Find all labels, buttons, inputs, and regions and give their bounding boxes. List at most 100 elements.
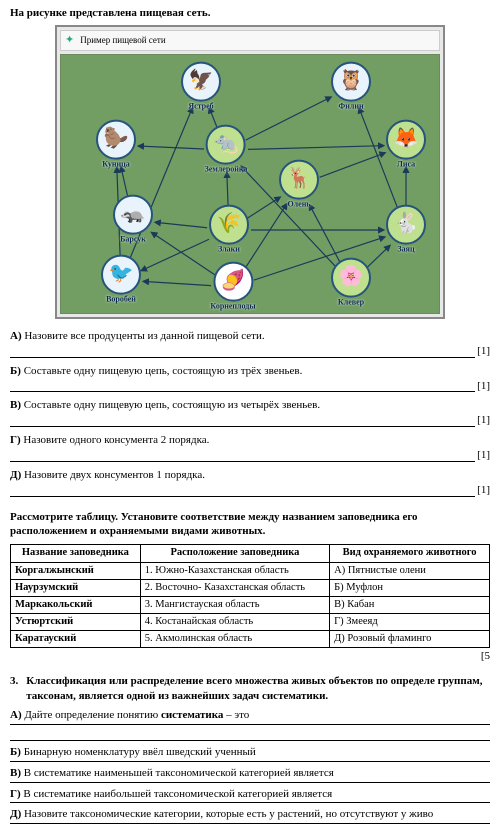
table-cell: 3. Мангистауская область: [140, 596, 329, 613]
q3-lead-text: Классификация или распределение всего мн…: [26, 674, 490, 704]
node-icon: 🦌: [279, 159, 319, 199]
node-label: Заяц: [396, 244, 415, 255]
table-cell: Д) Розовый фламинго: [330, 631, 490, 648]
node-label: Клевер: [337, 297, 365, 308]
table-cell: 2. Восточно- Казахстанская область: [140, 579, 329, 596]
question-text: А) Назовите все продуценты из данной пищ…: [10, 329, 490, 344]
node-icon: 🌾: [209, 204, 249, 244]
question-row: А) Назовите все продуценты из данной пищ…: [10, 329, 490, 358]
table-row: Устюртский4. Костанайская областьГ) Змее…: [11, 614, 490, 631]
node-icon: 🦉: [331, 61, 371, 101]
answer-line: [1]: [10, 380, 490, 392]
foodweb-titlebar: ✦ Пример пищевой сети: [60, 30, 440, 51]
node-icon: 🦡: [113, 194, 153, 234]
question-text: В) Составьте одну пищевую цепь, состоящу…: [10, 398, 490, 413]
foodweb-node-vorobei: 🐦Воробей: [101, 254, 141, 305]
table-row: Каратауский5. Акмолинская областьД) Розо…: [11, 631, 490, 648]
th-animal: Вид охраняемого животного: [330, 545, 490, 562]
th-name: Название заповедника: [11, 545, 141, 562]
question-row: Б) Составьте одну пищевую цепь, состоящу…: [10, 364, 490, 393]
answer-line: [1]: [10, 485, 490, 497]
table-cell: А) Пятнистые олени: [330, 562, 490, 579]
table-cell: Наурзумский: [11, 579, 141, 596]
node-label: Злаки: [217, 244, 241, 255]
q3-number: 3.: [10, 674, 18, 704]
points-label: [1]: [475, 379, 490, 394]
answer-line: [1]: [10, 450, 490, 462]
q3-sub: В) В систематике наименьшей таксономичес…: [10, 766, 490, 783]
question-row: Д) Назовите двух консументов 1 порядка.[…: [10, 468, 490, 497]
node-label: Корнеплоды: [209, 301, 256, 312]
table-header-row: Название заповедника Расположение запове…: [11, 545, 490, 562]
foodweb-node-korneplody: 🍠Корнеплоды: [209, 261, 256, 312]
question-row: В) Составьте одну пищевую цепь, состоящу…: [10, 398, 490, 427]
node-icon: 🦅: [181, 61, 221, 101]
table-cell: Б) Муфлон: [330, 579, 490, 596]
node-label: Куница: [101, 159, 130, 170]
foodweb-canvas: 🦅Ястреб 🦉Филин 🦫Куница 🐀Землеройка 🦊Лиса 🦌Оле…: [60, 54, 440, 314]
node-icon: 🐦: [101, 254, 141, 294]
node-label: Землеройка: [204, 164, 249, 175]
table-cell: Маркакольский: [11, 596, 141, 613]
foodweb-title: Пример пищевой сети: [80, 34, 165, 46]
foodweb-node-zlaki: 🌾Злаки: [209, 204, 249, 255]
foodweb-node-olen: 🦌Олень: [279, 159, 319, 210]
node-icon: 🐇: [386, 204, 426, 244]
table-cell: Коргалжынский: [11, 562, 141, 579]
table-row: Наурзумский2. Восточно- Казахстанская об…: [11, 579, 490, 596]
foodweb-node-klever: 🌸Клевер: [331, 257, 371, 308]
points-label: [1]: [475, 448, 490, 463]
node-label: Барсук: [119, 234, 147, 245]
q3-sub: А) Дайте определение понятию систематика…: [10, 708, 490, 725]
node-icon: 🦊: [386, 119, 426, 159]
foodweb-node-lisa: 🦊Лиса: [386, 119, 426, 170]
node-label: Олень: [286, 199, 311, 210]
question-text: Б) Составьте одну пищевую цепь, состоящу…: [10, 364, 490, 379]
foodweb-node-barsuk: 🦡Барсук: [113, 194, 153, 245]
table-cell: Каратауский: [11, 631, 141, 648]
answer-line: [1]: [10, 346, 490, 358]
q3-sub: Г) В систематике наибольшей таксономичес…: [10, 787, 490, 804]
table-cell: Устюртский: [11, 614, 141, 631]
answer-line: [10, 729, 490, 741]
table-cell: 4. Костанайская область: [140, 614, 329, 631]
table-points: [5: [10, 649, 490, 664]
question-3: 3. Классификация или распределение всего…: [10, 674, 490, 824]
table-cell: В) Кабан: [330, 596, 490, 613]
question-text: Г) Назовите одного консумента 2 порядка.: [10, 433, 490, 448]
points-label: [1]: [475, 413, 490, 428]
questions-block-1: А) Назовите все продуценты из данной пищ…: [10, 329, 490, 497]
star-icon: ✦: [65, 33, 74, 48]
foodweb-node-zayats: 🐇Заяц: [386, 204, 426, 255]
reserves-table: Название заповедника Расположение запове…: [10, 544, 490, 648]
table-intro: Рассмотрите таблицу. Установите соответс…: [10, 511, 490, 539]
node-label: Филин: [337, 101, 364, 112]
q3-lead: 3. Классификация или распределение всего…: [10, 674, 490, 704]
node-icon: 🍠: [213, 261, 253, 301]
question-row: Г) Назовите одного консумента 2 порядка.…: [10, 433, 490, 462]
table-row: Маркакольский3. Мангистауская областьВ) …: [11, 596, 490, 613]
answer-line: [1]: [10, 415, 490, 427]
node-icon: 🦫: [96, 119, 136, 159]
table-cell: 1. Южно-Казахстанская область: [140, 562, 329, 579]
foodweb-node-kunitsa: 🦫Куница: [96, 119, 136, 170]
table-cell: 5. Акмолинская область: [140, 631, 329, 648]
q3-sub: Б) Бинарную номенклатуру ввёл шведский у…: [10, 745, 490, 762]
points-label: [1]: [475, 483, 490, 498]
points-label: [1]: [475, 344, 490, 359]
node-label: Ястреб: [187, 101, 214, 112]
node-icon: 🌸: [331, 257, 371, 297]
node-label: Лиса: [396, 159, 416, 170]
foodweb-node-yastreb: 🦅Ястреб: [181, 61, 221, 112]
node-label: Воробей: [105, 294, 137, 305]
foodweb-node-zemleroika: 🐀Землеройка: [204, 124, 249, 175]
question-text: Д) Назовите двух консументов 1 порядка.: [10, 468, 490, 483]
page-heading: На рисунке представлена пищевая сеть.: [10, 6, 490, 21]
th-location: Расположение заповедника: [140, 545, 329, 562]
table-row: Коргалжынский1. Южно-Казахстанская облас…: [11, 562, 490, 579]
foodweb-node-filin: 🦉Филин: [331, 61, 371, 112]
node-icon: 🐀: [206, 124, 246, 164]
foodweb-frame: ✦ Пример пищевой сети 🦅Ястреб 🦉Филин 🦫Куни…: [55, 25, 445, 319]
table-cell: Г) Змееяд: [330, 614, 490, 631]
q3-sub: Д) Назовите таксономические категории, к…: [10, 807, 490, 824]
